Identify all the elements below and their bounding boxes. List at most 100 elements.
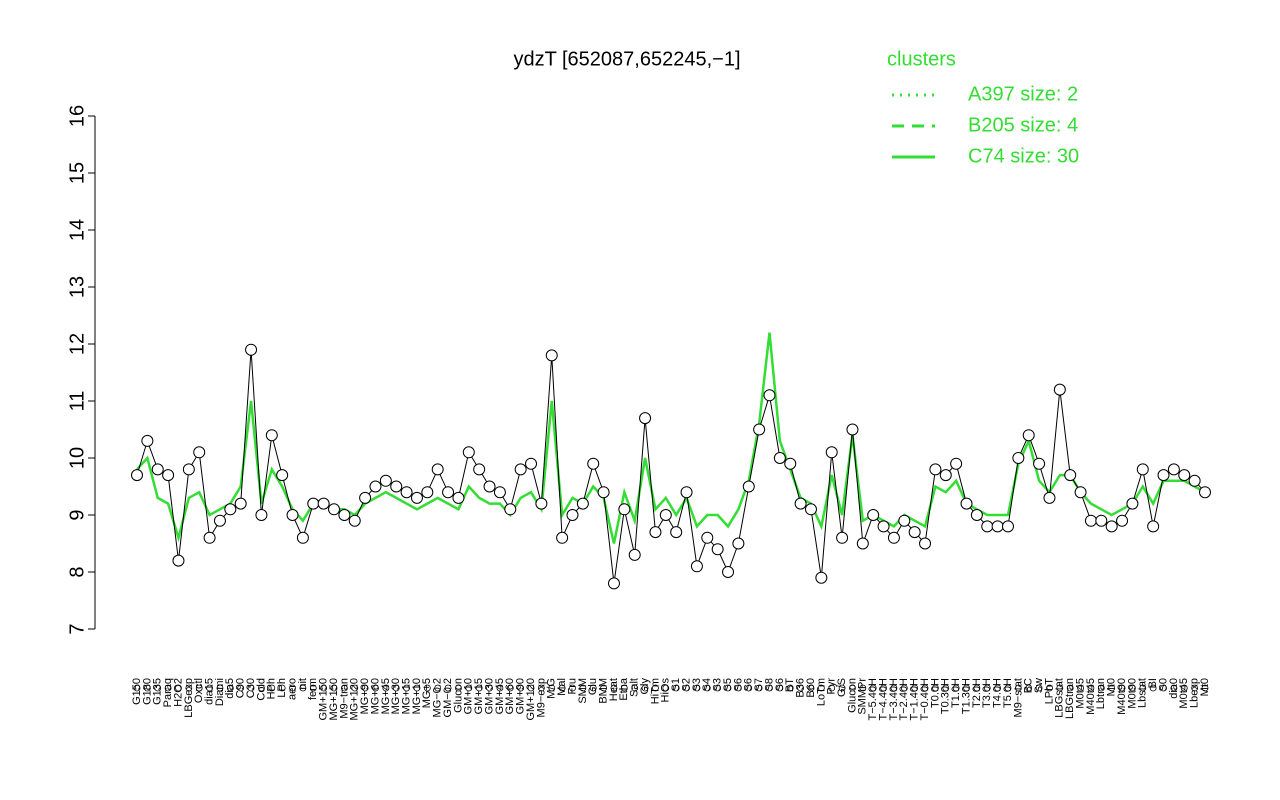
- x-tick-label: S5: [722, 678, 734, 691]
- x-tick-label: Lbtran: [1095, 678, 1107, 709]
- rug-dot: [537, 684, 545, 692]
- data-point: [452, 491, 465, 504]
- rug-dot: [1025, 684, 1033, 692]
- x-tick-label: ferm: [307, 678, 319, 700]
- data-point: [431, 463, 444, 476]
- x-tick-label: M40t90: [1116, 678, 1128, 715]
- data-point: [939, 469, 952, 482]
- x-tick-label: MG+15: [400, 678, 412, 714]
- data-point: [1022, 429, 1035, 442]
- rug-dot: [1160, 684, 1167, 692]
- data-point: [846, 423, 859, 436]
- rug-dot: [724, 684, 732, 692]
- chart-title: ydzT [652087,652245,−1]: [513, 48, 740, 70]
- data-point: [1084, 514, 1097, 527]
- y-tick-label: 14: [66, 219, 88, 241]
- rug-dot: [631, 684, 639, 692]
- data-point: [1188, 474, 1201, 487]
- data-point: [483, 480, 496, 493]
- data-point: [296, 531, 309, 544]
- x-tick-label: MG+5: [421, 678, 433, 708]
- rug-dot: [1149, 684, 1157, 692]
- data-point: [328, 503, 341, 516]
- x-tick-label: MG+10: [411, 678, 423, 714]
- y-tick-label: 13: [66, 276, 88, 298]
- x-tick-label: C30: [245, 678, 257, 698]
- y-tick-label: 11: [66, 391, 88, 412]
- data-point: [535, 497, 548, 510]
- x-tick-label: B36: [795, 678, 807, 698]
- rug-dot: [776, 684, 784, 692]
- rug-dot: [506, 684, 514, 692]
- rug-dot: [517, 684, 525, 692]
- x-tick-label: Lbstat: [1137, 678, 1149, 708]
- data-point: [877, 520, 890, 533]
- data-point: [276, 469, 289, 482]
- y-tick-label: 16: [66, 105, 88, 127]
- rug-dot: [258, 684, 265, 692]
- data-point: [804, 503, 817, 516]
- rug-dot: [143, 684, 151, 692]
- rug-dot: [610, 684, 618, 692]
- x-tick-label: Mt0: [1199, 678, 1211, 696]
- data-point: [151, 463, 164, 476]
- rug-dot: [745, 684, 753, 692]
- data-point: [141, 434, 154, 447]
- rug-dot: [185, 684, 193, 692]
- data-point: [1126, 497, 1139, 510]
- data-point: [462, 446, 475, 459]
- data-point: [607, 577, 620, 590]
- x-tick-label: BI: [1147, 678, 1159, 688]
- x-tick-label: T−0.40H: [919, 678, 931, 721]
- rug-dot: [817, 684, 825, 692]
- x-tick-label: S7: [753, 678, 765, 691]
- x-tick-label: BC: [1023, 678, 1035, 693]
- data-point: [970, 509, 983, 521]
- x-tick-label: S4: [701, 678, 713, 691]
- data-point: [234, 497, 247, 510]
- data-point: [162, 469, 175, 482]
- data-point: [1157, 469, 1170, 482]
- data-point: [773, 452, 786, 464]
- data-point: [722, 566, 735, 578]
- x-tick-label: T5.0H: [1002, 678, 1014, 708]
- x-tick-label: T−4.40H: [877, 678, 889, 721]
- data-point: [307, 497, 320, 510]
- data-line: [136, 349, 1206, 584]
- x-tick-label: S8: [763, 678, 775, 691]
- x-tick-label: Mal: [556, 678, 568, 696]
- x-tick-label: Cold: [255, 678, 267, 701]
- y-tick-label: 8: [66, 566, 88, 577]
- data-point: [929, 463, 942, 476]
- data-point: [908, 526, 921, 539]
- rug-dot: [403, 684, 410, 692]
- rug-dot: [703, 684, 711, 692]
- rug-dot: [859, 684, 867, 692]
- data-point: [1147, 520, 1160, 533]
- x-tick-label: M/G: [546, 678, 558, 699]
- legend-title: clusters: [887, 48, 956, 70]
- x-tick-label: LoTm: [815, 678, 827, 706]
- rug-dot: [309, 684, 317, 692]
- x-tick-label: Paraq: [162, 678, 174, 707]
- x-tick-label: Diami: [214, 678, 226, 706]
- rug-dot: [994, 684, 1002, 692]
- x-tick-label: HPh: [266, 678, 278, 699]
- data-point: [317, 497, 330, 510]
- x-tick-label: MG+120: [349, 678, 361, 721]
- data-point: [919, 537, 932, 550]
- data-point: [753, 423, 766, 436]
- x-tick-label: S6: [743, 678, 755, 691]
- data-point: [701, 531, 714, 544]
- data-point: [1167, 463, 1180, 476]
- x-tick-label: GM+45: [494, 678, 506, 714]
- data-point: [525, 457, 538, 470]
- data-point: [587, 457, 600, 470]
- rug-dot: [496, 684, 504, 692]
- rug-dot: [766, 684, 773, 692]
- data-point: [379, 474, 392, 487]
- rug-dot: [434, 684, 442, 692]
- rug-dot: [289, 684, 296, 692]
- rug-dot: [672, 684, 680, 692]
- x-tick-label: S6: [732, 678, 744, 691]
